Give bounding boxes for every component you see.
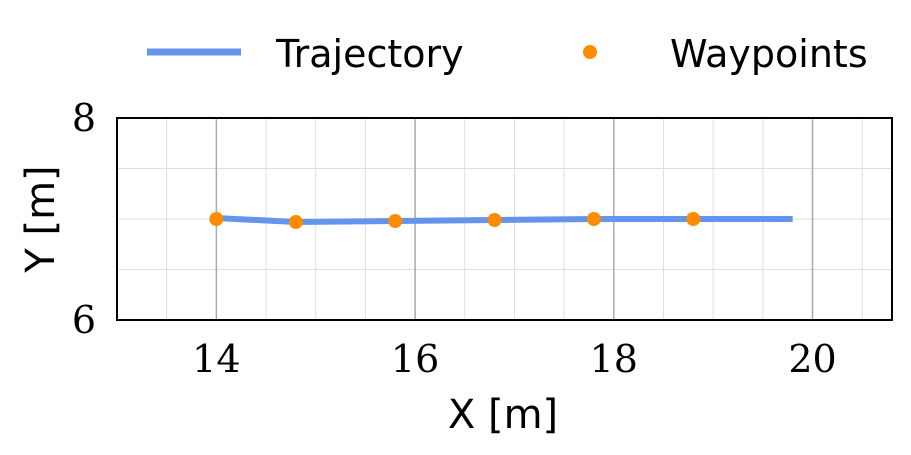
legend-waypoints-label: Waypoints <box>670 32 868 76</box>
x-axis-label: X [m] <box>448 392 558 438</box>
waypoint-marker <box>586 212 601 226</box>
x-tick-label: 14 <box>192 337 240 381</box>
legend-waypoints-swatch <box>583 45 597 59</box>
series-layer <box>209 212 793 230</box>
waypoint-marker <box>686 212 701 226</box>
legend-trajectory-label: Trajectory <box>275 32 464 76</box>
waypoint-marker <box>388 214 403 229</box>
waypoint-marker <box>487 213 502 228</box>
x-tick-label: 16 <box>391 337 439 381</box>
tick-labels: 14 16 18 20 6 8 <box>72 96 837 381</box>
x-tick-label: 20 <box>788 337 836 381</box>
waypoint-marker <box>209 212 224 226</box>
legend: Trajectory Waypoints <box>147 32 868 76</box>
x-tick-label: 18 <box>590 337 638 381</box>
waypoint-marker <box>288 215 303 230</box>
y-axis-label: Y [m] <box>18 165 64 273</box>
plot-frame <box>116 117 893 321</box>
y-tick-label: 6 <box>72 298 96 342</box>
y-tick-label: 8 <box>72 96 96 140</box>
